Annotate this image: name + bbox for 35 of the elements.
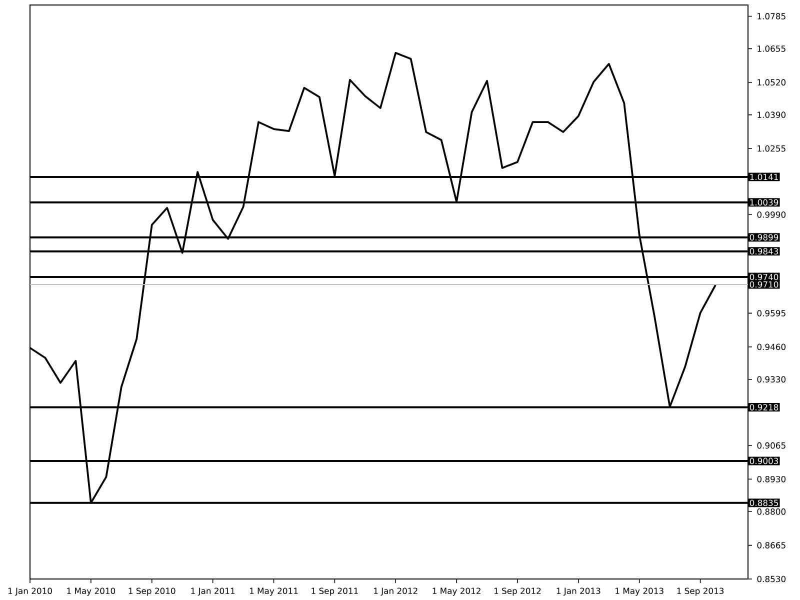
- x-tick-label: 1 Jan 2012: [374, 588, 418, 596]
- x-tick-label: 1 May 2010: [67, 588, 116, 596]
- y-tick-label: 0.9990: [757, 211, 786, 218]
- ref-line-label: 1.0039: [750, 199, 778, 206]
- ref-line-label: 0.8835: [750, 500, 778, 506]
- x-tick-label: 1 Jan 2011: [191, 588, 235, 596]
- ref-line-label: 0.9843: [750, 248, 778, 254]
- x-tick-label: 1 Sep 2011: [312, 588, 358, 596]
- x-tick-label: 1 Jan 2013: [556, 588, 600, 596]
- ref-line-label: 0.9740: [750, 274, 778, 280]
- y-tick-label: 0.9330: [757, 376, 786, 382]
- x-tick-label: 1 Sep 2012: [494, 588, 541, 596]
- ref-line-label: 0.9899: [750, 234, 778, 240]
- ref-line-label: 0.9218: [750, 404, 778, 410]
- y-tick-label: 0.9065: [757, 442, 786, 449]
- y-tick-label: 0.8665: [757, 542, 786, 548]
- y-tick-label: 1.0785: [758, 12, 786, 20]
- y-tick-label: 0.9460: [757, 344, 786, 350]
- x-tick-label: 1 Sep 2013: [677, 588, 724, 596]
- x-tick-label: 1 Jan 2010: [8, 588, 52, 596]
- x-tick-label: 1 Sep 2010: [128, 588, 176, 596]
- y-tick-label: 0.8800: [757, 508, 786, 515]
- ref-line-label: 0.9003: [750, 458, 778, 464]
- ref-line-label: 0.9710: [750, 281, 778, 288]
- x-tick-label: 1 May 2011: [250, 588, 298, 596]
- y-tick-label: 0.8930: [757, 476, 786, 482]
- x-tick-label: 1 May 2013: [616, 588, 664, 596]
- y-tick-label: 1.0255: [758, 145, 786, 152]
- y-tick-label: 1.0390: [758, 112, 786, 118]
- ref-line-label: 1.0141: [750, 174, 778, 180]
- y-tick-label: 0.9595: [757, 310, 786, 316]
- y-tick-label: 0.8530: [757, 576, 786, 582]
- y-tick-label: 1.0655: [758, 45, 786, 52]
- x-tick-label: 1 May 2012: [432, 588, 480, 596]
- y-tick-label: 1.0520: [758, 79, 786, 86]
